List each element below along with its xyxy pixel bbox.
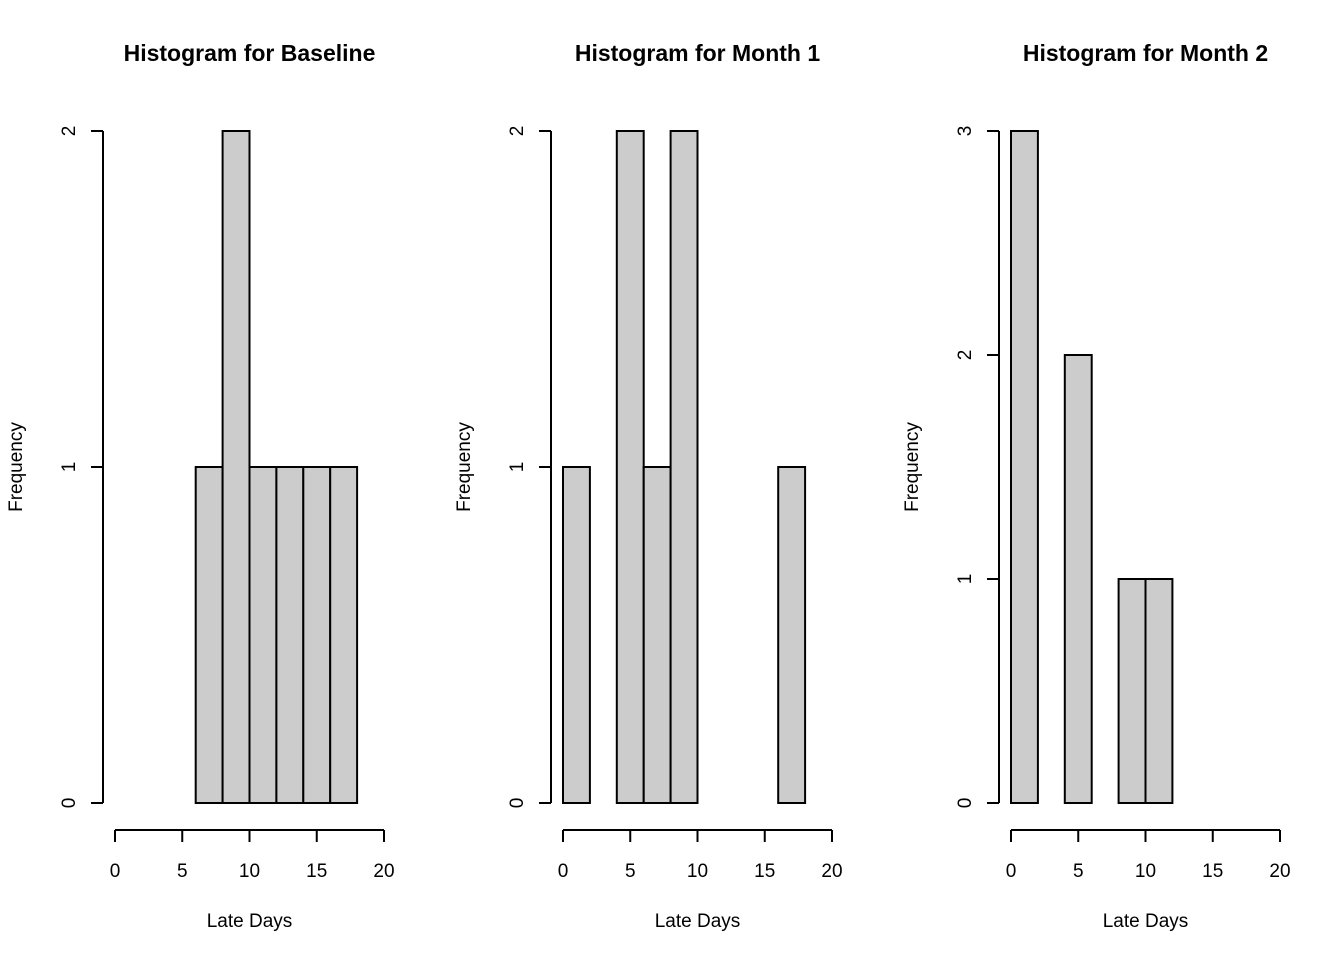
x-tick-label: 0 xyxy=(110,861,121,882)
y-tick-label: 1 xyxy=(955,574,976,585)
y-tick-label: 2 xyxy=(955,350,976,361)
histogram-bar xyxy=(1117,578,1147,804)
histogram-bar xyxy=(221,130,251,804)
x-tick-label: 10 xyxy=(687,861,708,882)
x-tick-label: 5 xyxy=(177,861,188,882)
x-tick-label: 20 xyxy=(373,861,394,882)
x-tick-label: 5 xyxy=(625,861,636,882)
y-axis-label: Frequency xyxy=(6,422,27,512)
histogram-bar xyxy=(562,466,591,804)
x-tick-label: 0 xyxy=(558,861,569,882)
x-axis-label: Late Days xyxy=(207,911,293,932)
histogram-bar xyxy=(194,466,224,804)
x-tick-label: 15 xyxy=(306,861,327,882)
chart-title: Histogram for Month 1 xyxy=(575,40,821,66)
histogram-bar xyxy=(1063,354,1093,804)
y-tick-label: 3 xyxy=(955,126,976,137)
y-tick-label: 1 xyxy=(59,462,80,473)
histogram-bar xyxy=(1010,130,1039,804)
histogram-bar xyxy=(248,466,278,804)
y-tick-label: 0 xyxy=(507,798,528,809)
x-tick-label: 10 xyxy=(239,861,260,882)
x-tick-label: 20 xyxy=(1269,861,1290,882)
chart-title: Histogram for Month 2 xyxy=(1023,40,1268,66)
x-axis-label: Late Days xyxy=(655,911,741,932)
y-tick-label: 0 xyxy=(59,798,80,809)
x-tick-label: 5 xyxy=(1073,861,1084,882)
histogram-bar xyxy=(275,466,305,804)
x-tick-label: 10 xyxy=(1135,861,1156,882)
y-tick-label: 2 xyxy=(507,126,528,137)
y-tick-label: 1 xyxy=(507,462,528,473)
histogram-bar xyxy=(302,466,332,804)
panel-month-2: Histogram for Month 2 Late Days Frequenc… xyxy=(902,40,1291,932)
panel-baseline: Histogram for Baseline Late Days Frequen… xyxy=(6,40,395,932)
y-tick-label: 0 xyxy=(955,798,976,809)
x-tick-label: 15 xyxy=(1202,861,1223,882)
histogram-bar xyxy=(615,130,645,804)
histogram-bar xyxy=(329,466,359,804)
panel-month-1: Histogram for Month 1 Late Days Frequenc… xyxy=(454,40,843,932)
histogram-bar xyxy=(669,130,699,804)
chart-title: Histogram for Baseline xyxy=(124,40,376,66)
histogram-bar xyxy=(1144,578,1174,804)
histogram-bar xyxy=(777,466,807,804)
x-tick-label: 0 xyxy=(1006,861,1017,882)
y-axis-label: Frequency xyxy=(454,422,475,512)
histogram-bar xyxy=(642,466,672,804)
x-axis-label: Late Days xyxy=(1103,911,1189,932)
x-tick-label: 20 xyxy=(821,861,842,882)
x-tick-label: 15 xyxy=(754,861,775,882)
y-tick-label: 2 xyxy=(59,126,80,137)
y-axis-label: Frequency xyxy=(902,422,923,512)
